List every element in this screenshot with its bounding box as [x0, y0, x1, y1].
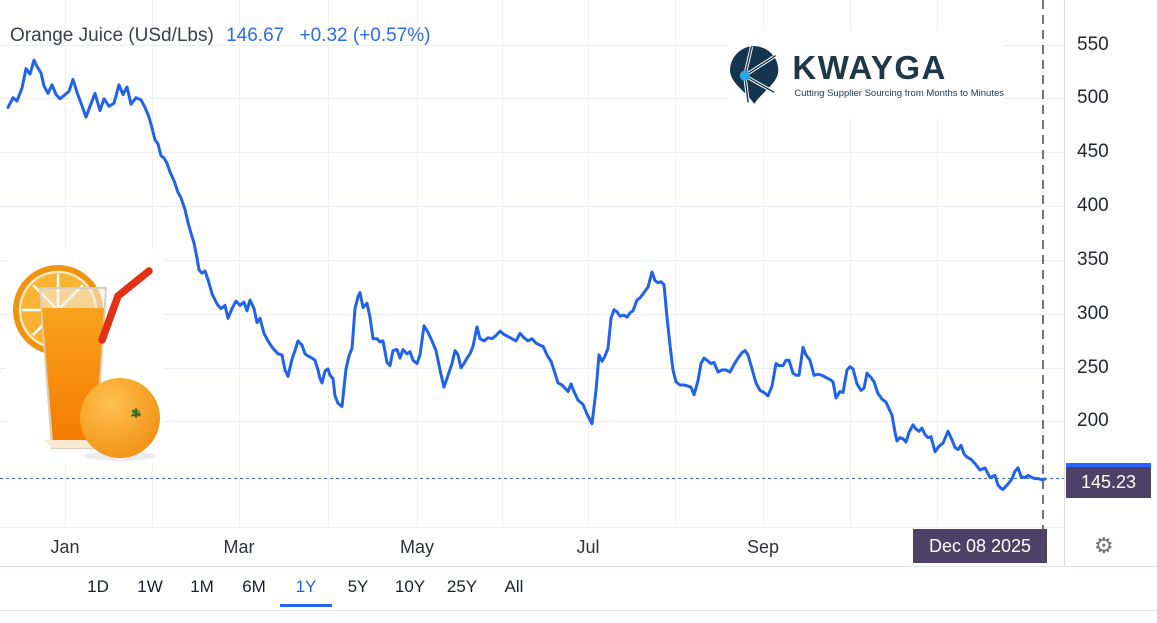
range-button-6m[interactable]: 6M	[242, 577, 266, 596]
kwayga-pin-icon	[730, 46, 779, 104]
range-button-1m[interactable]: 1M	[190, 577, 214, 596]
range-button-all[interactable]: All	[504, 577, 524, 596]
range-button-25y[interactable]: 25Y	[446, 577, 478, 596]
v-gridline-x675	[675, 0, 676, 528]
h-gridline-450	[0, 152, 1064, 153]
v-gridline-x417	[417, 0, 418, 528]
price-axis[interactable]: 145.23 550 500 450 400 350 300 250 200	[1065, 0, 1157, 566]
time-axis-separator	[0, 527, 1065, 528]
v-gridline-x502	[502, 0, 503, 528]
range-button-1w[interactable]: 1W	[137, 577, 163, 596]
crosshair-date-badge: Dec 08 2025	[913, 529, 1047, 563]
settings-gear-icon[interactable]: ⚙	[1094, 534, 1114, 559]
orange-juice-image	[6, 250, 164, 464]
time-axis[interactable]: Dec 08 2025 Jan Mar May Jul Sep	[0, 528, 1065, 566]
kwayga-wordmark: KWAYGA	[792, 49, 947, 86]
range-toolbar: 1D 1W 1M 6M 1Y 5Y 10Y 25Y All	[72, 567, 540, 610]
symbol-title: Orange Juice (USd/Lbs)	[10, 25, 214, 46]
kwayga-tagline: Cutting Supplier Sourcing from Months to…	[794, 88, 1004, 99]
y-axis-label-300: 300	[1077, 303, 1109, 324]
y-axis-label-550: 550	[1077, 34, 1109, 55]
price-change-value: +0.32 (+0.57%)	[299, 25, 431, 46]
toolbar-top-divider	[0, 566, 1157, 567]
kwayga-logo: KWAYGA Cutting Supplier Sourcing from Mo…	[726, 31, 1004, 119]
price-badge-accent-bar	[1066, 463, 1151, 467]
range-button-1y[interactable]: 1Y	[280, 570, 332, 607]
v-gridline-x588	[588, 0, 589, 528]
y-axis-label-500: 500	[1077, 87, 1109, 108]
current-price-badge: 145.23	[1066, 463, 1151, 498]
range-button-10y[interactable]: 10Y	[394, 577, 426, 596]
range-button-5y[interactable]: 5Y	[347, 577, 369, 596]
y-axis-label-400: 400	[1077, 195, 1109, 216]
price-axis-border	[1064, 0, 1065, 566]
range-button-1d[interactable]: 1D	[87, 577, 109, 596]
x-axis-label-Sep: Sep	[746, 537, 780, 557]
y-axis-label-450: 450	[1077, 141, 1109, 162]
orange-juice-graphic	[13, 265, 160, 461]
x-axis-label-Jul: Jul	[576, 537, 600, 557]
y-axis-label-350: 350	[1077, 249, 1109, 270]
y-axis-label-200: 200	[1077, 410, 1109, 431]
v-gridline-x239	[239, 0, 240, 528]
y-axis-label-250: 250	[1077, 357, 1109, 378]
current-price-label: 145.23	[1080, 472, 1137, 492]
chart-header: Orange Juice (USd/Lbs) 146.67 +0.32 (+0.…	[10, 25, 431, 47]
v-gridline-x328	[328, 0, 329, 528]
x-axis-label-Mar: Mar	[223, 537, 255, 557]
toolbar-bottom-divider	[0, 610, 1157, 611]
h-gridline-400	[0, 206, 1064, 207]
h-gridline-550	[0, 45, 1064, 46]
x-axis-label-Jan: Jan	[50, 537, 80, 557]
last-price-value: 146.67	[226, 25, 285, 46]
x-axis-label-May: May	[399, 537, 435, 557]
